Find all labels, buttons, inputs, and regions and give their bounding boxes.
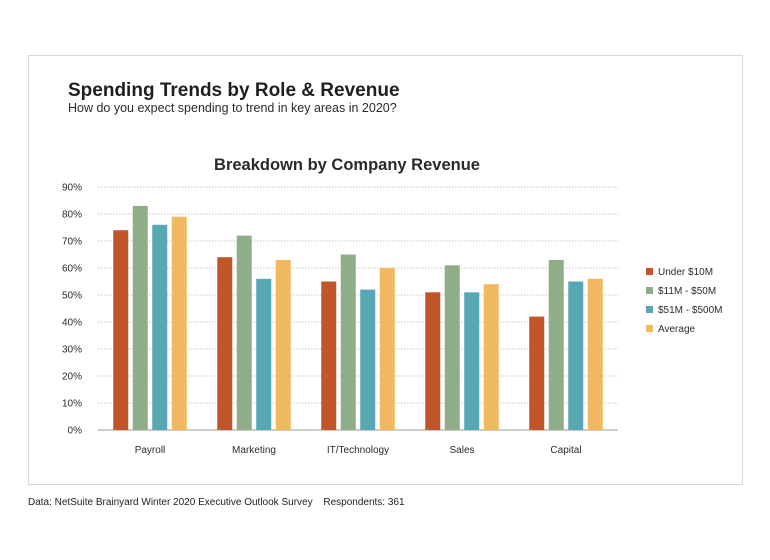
x-category-label: IT/Technology [327, 445, 389, 456]
bar [548, 259, 564, 430]
x-category-label: Payroll [135, 445, 166, 456]
bar [256, 278, 272, 430]
bar [425, 292, 441, 430]
bar [321, 281, 337, 430]
respondents-note: Respondents: 361 [323, 497, 405, 508]
bar [275, 259, 291, 430]
legend-label: Average [658, 324, 696, 335]
y-tick-label: 50% [62, 291, 82, 302]
y-tick-label: 80% [62, 210, 82, 221]
legend-label: Under $10M [658, 267, 713, 278]
legend-swatch [646, 306, 653, 313]
y-tick-label: 70% [62, 237, 82, 248]
y-tick-label: 10% [62, 399, 82, 410]
bar [236, 235, 252, 430]
bar [217, 257, 233, 430]
legend-label: $51M - $500M [658, 305, 722, 316]
bar [340, 254, 356, 430]
page-subtitle: How do you expect spending to trend in k… [68, 101, 397, 115]
x-category-label: Sales [449, 445, 474, 456]
bar [483, 284, 499, 430]
bar [132, 205, 148, 430]
bar [464, 292, 480, 430]
legend-swatch [646, 268, 653, 275]
data-source-note: Data: NetSuite Brainyard Winter 2020 Exe… [28, 497, 313, 508]
bar [171, 216, 187, 430]
y-tick-label: 40% [62, 318, 82, 329]
bar [568, 281, 584, 430]
bar [444, 265, 460, 430]
bar [152, 224, 168, 430]
legend-swatch [646, 287, 653, 294]
bar [379, 268, 395, 430]
footer: Data: NetSuite Brainyard Winter 2020 Exe… [28, 497, 405, 508]
chart-title: Breakdown by Company Revenue [214, 156, 480, 174]
bar [587, 278, 603, 430]
y-tick-label: 0% [68, 426, 83, 437]
y-tick-label: 30% [62, 345, 82, 356]
y-tick-label: 60% [62, 264, 82, 275]
x-category-label: Marketing [232, 445, 276, 456]
page-title: Spending Trends by Role & Revenue [68, 80, 400, 101]
legend-swatch [646, 325, 653, 332]
bar [529, 316, 545, 430]
x-category-label: Capital [550, 445, 581, 456]
y-tick-label: 90% [62, 183, 82, 194]
bar [113, 230, 129, 430]
y-tick-label: 20% [62, 372, 82, 383]
legend-label: $11M - $50M [658, 286, 716, 297]
bar [360, 289, 376, 430]
